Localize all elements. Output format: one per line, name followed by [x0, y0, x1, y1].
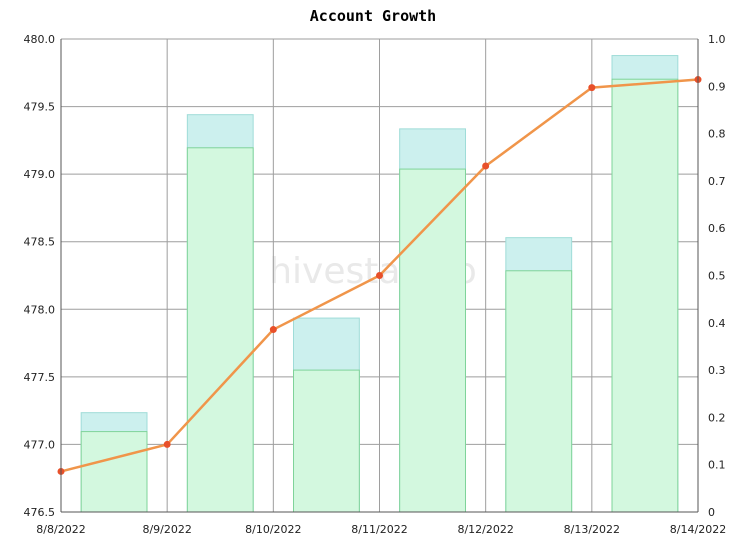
- bar-series-2-3: [293, 369, 360, 513]
- y-right-tick-label: 0.1: [708, 459, 726, 472]
- line-series: [57, 76, 702, 475]
- line-point-6: [588, 84, 596, 92]
- y-left-tick-label: 478.0: [24, 303, 56, 316]
- y-right-tick-label: 0.2: [708, 411, 726, 424]
- bar-series-2-4: [399, 168, 466, 513]
- bars: [80, 55, 679, 513]
- chart-title: Account Growth: [310, 7, 436, 25]
- y-right-tick-label: 0: [708, 506, 715, 519]
- x-tick-label: 8/13/2022: [564, 523, 620, 536]
- y-left-tick-label: 476.5: [24, 506, 56, 519]
- x-tick-label: 8/10/2022: [245, 523, 301, 536]
- line-point-4: [376, 272, 383, 279]
- y-left-tick-label: 477.5: [24, 371, 56, 384]
- y-right-tick-label: 0.8: [708, 128, 726, 141]
- y-right-tick-label: 1.0: [708, 33, 726, 46]
- y-right-tick-label: 0.9: [708, 80, 726, 93]
- y-right-tick-label: 0.5: [708, 270, 726, 283]
- bar-series-2-5: [505, 270, 573, 513]
- y-right-tick-label: 0.4: [708, 317, 726, 330]
- x-tick-label: 8/8/2022: [36, 523, 85, 536]
- line-point-2: [163, 440, 171, 448]
- x-tick-label: 8/9/2022: [142, 523, 191, 536]
- y-left-tick-label: 479.5: [24, 101, 56, 114]
- x-tick-label: 8/12/2022: [457, 523, 513, 536]
- y-left-tick-label: 479.0: [24, 168, 56, 181]
- y-left-tick-label: 480.0: [24, 33, 56, 46]
- axes: 476.5 477.0 477.5 478.0 478.5 479.0 479.5 480.0…: [24, 33, 727, 536]
- x-tick-label: 8/11/2022: [351, 523, 407, 536]
- y-left-tick-label: 478.5: [24, 236, 56, 249]
- x-tick-label: 8/14/2022: [670, 523, 726, 536]
- y-right-tick-label: 0.3: [708, 364, 726, 377]
- line-point-5: [482, 162, 490, 170]
- bar-series-2-1: [80, 431, 148, 513]
- bar-series-2-2: [186, 147, 254, 513]
- line-point-3: [269, 326, 277, 334]
- y-right-tick-label: 0.6: [708, 222, 726, 235]
- y-right-tick-label: 0.7: [708, 175, 726, 188]
- bar-series-2-7: [611, 78, 679, 513]
- y-left-tick-label: 477.0: [24, 438, 56, 451]
